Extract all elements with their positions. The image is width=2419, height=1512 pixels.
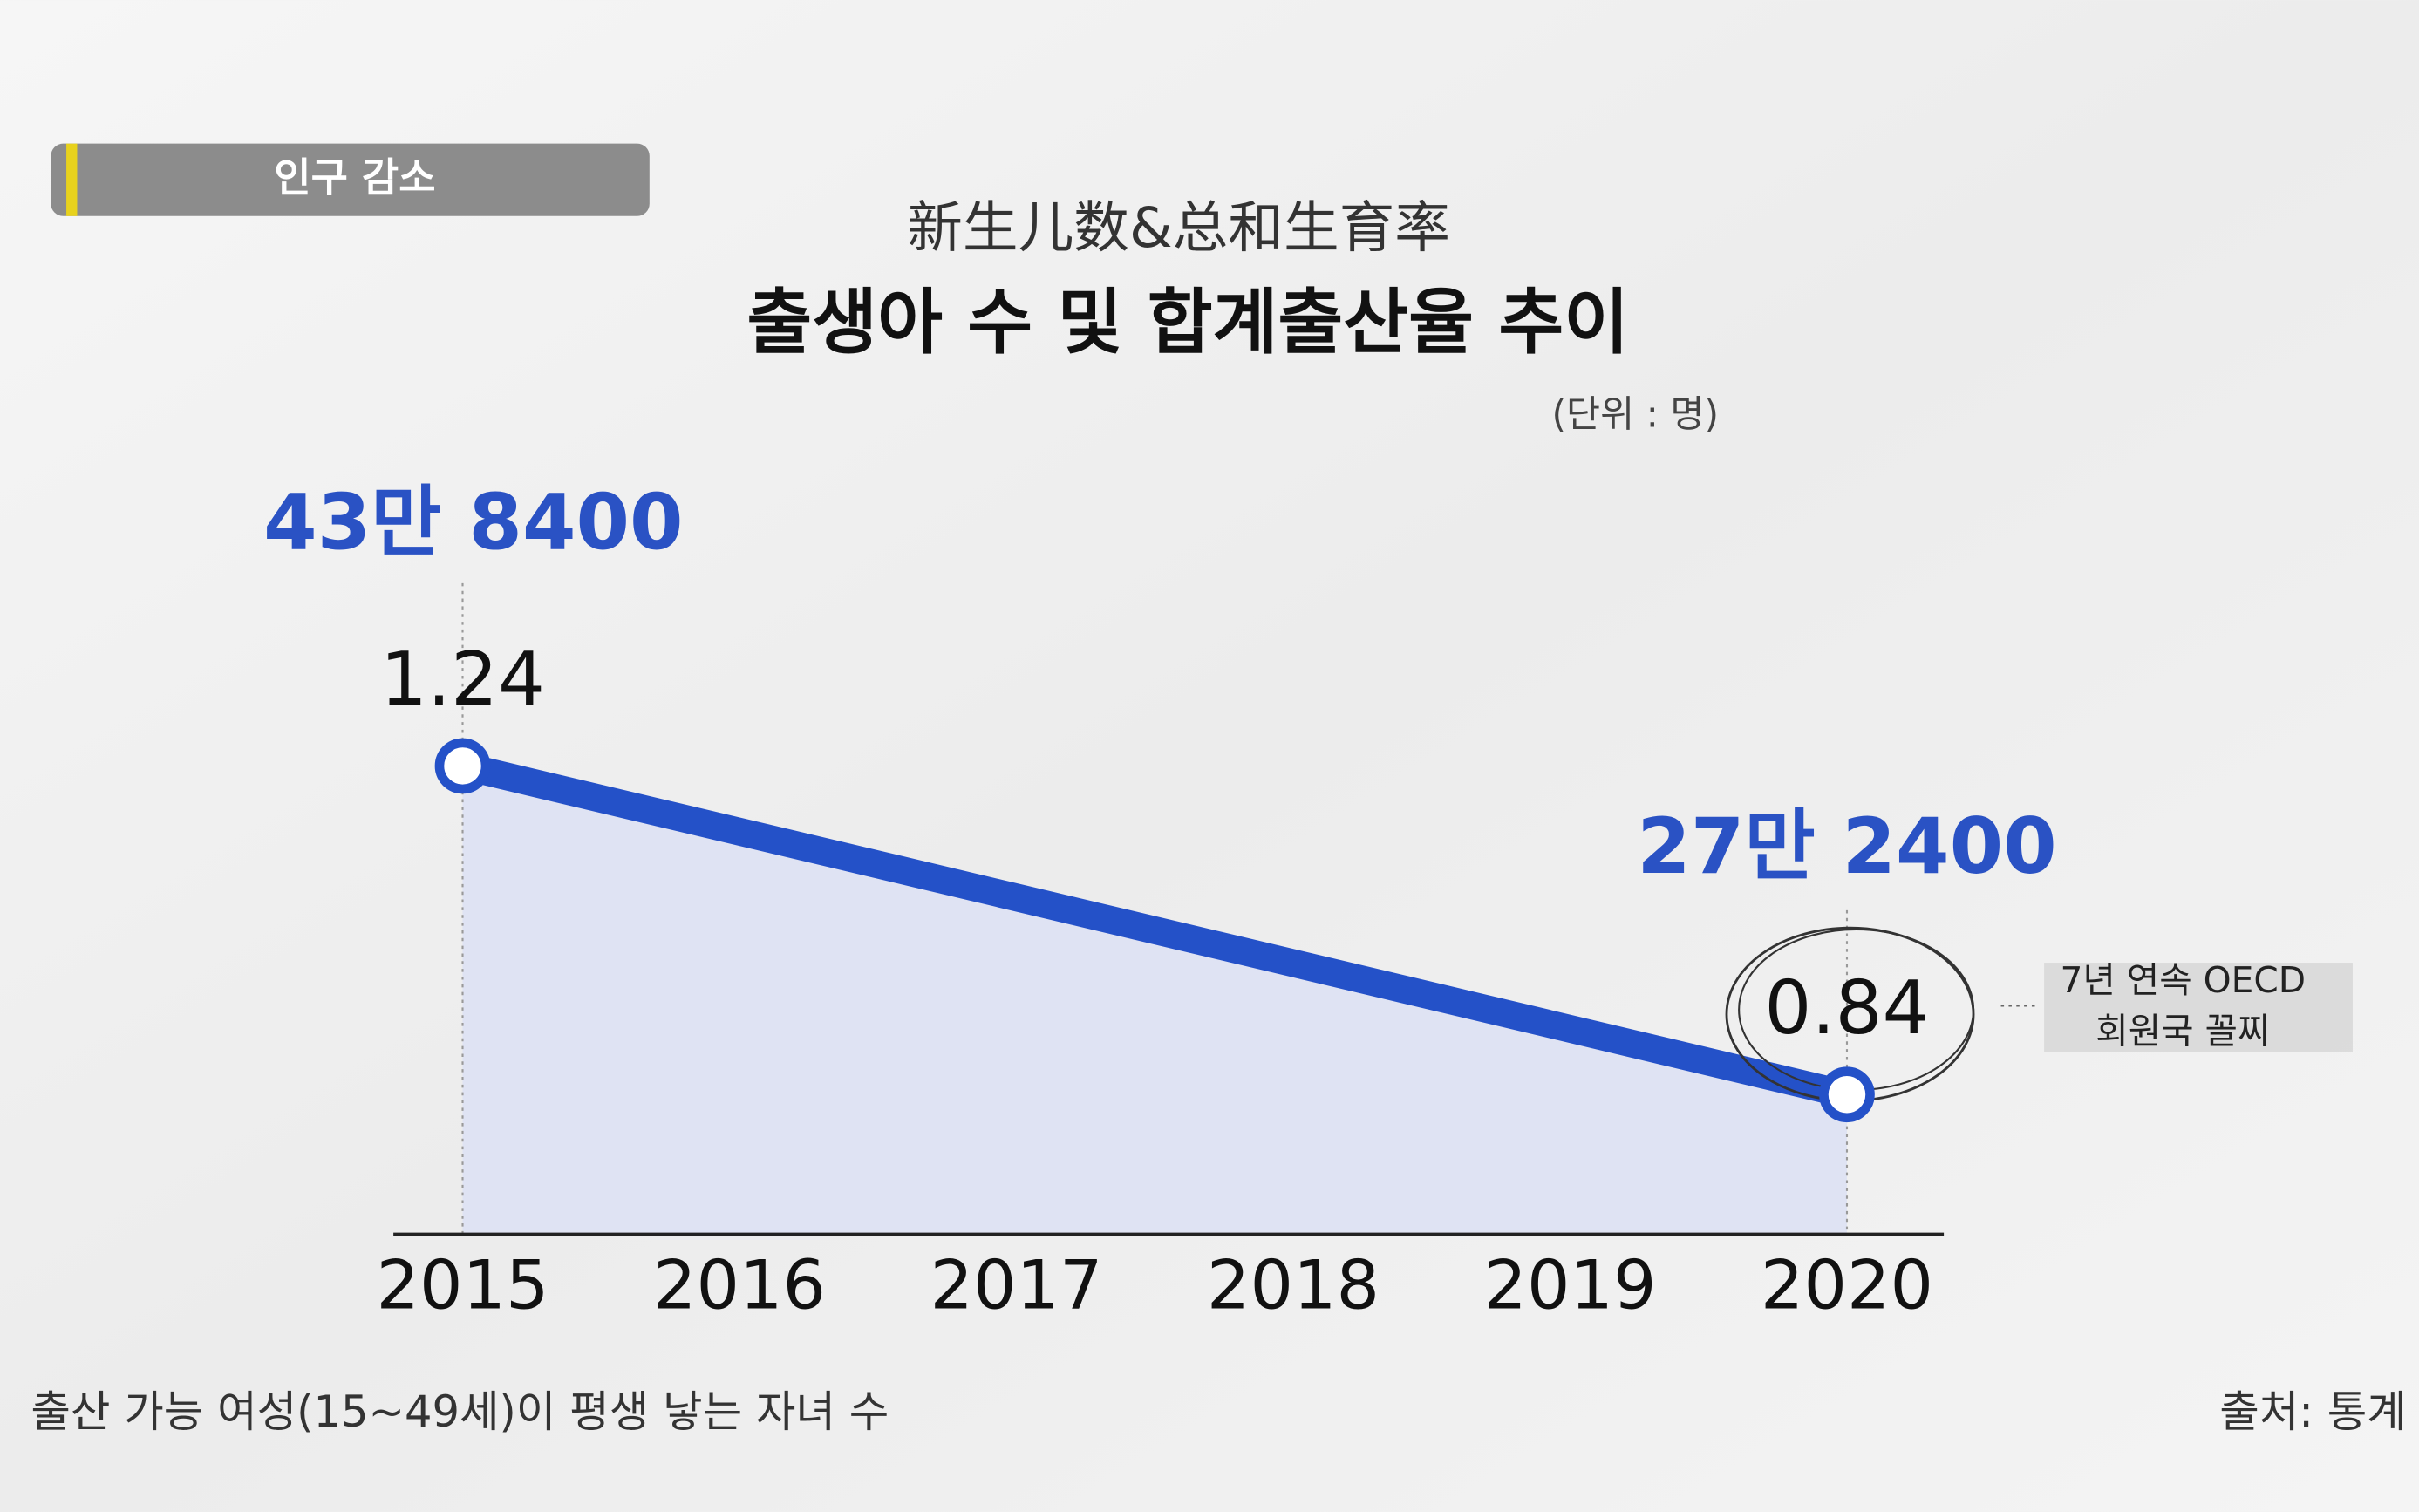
tag: 인구 감소 [274,154,435,201]
births-label: 27만 2400 [1637,801,2056,891]
footnote: 출산 가능 여성(15~49세)이 평생 낳는 자녀 수 [31,1386,889,1437]
tag-box [51,143,650,216]
tag-accent [66,143,78,216]
source: 출처: 통계 [2219,1386,2407,1437]
value-label: 0.84 [1764,965,1929,1052]
x-tick-label: 2020 [1761,1247,1933,1325]
annotation: 7년 연속 OECD [2061,959,2307,1001]
x-tick-label: 2016 [653,1247,826,1325]
x-tick-label: 2018 [1207,1247,1380,1325]
x-tick-label: 2017 [930,1247,1102,1325]
annotation: 회원국 꼴찌 [2095,1010,2270,1052]
chart-title: 新生儿数&总和生育率 [907,196,1450,261]
area [462,766,1847,1235]
point [434,738,491,794]
point [1819,1066,1875,1123]
unit-label: (단위 : 명) [1552,393,1720,436]
x-tick-label: 2019 [1483,1247,1656,1325]
x-tick-label: 2015 [376,1247,549,1325]
chart-subtitle: 출생아 수 및 합계출산율 추이 [746,282,1629,364]
annotation-highlight [2044,963,2353,1052]
line [448,752,1861,1109]
value-label: 1.24 [380,637,545,723]
births-label: 43만 8400 [263,478,683,568]
